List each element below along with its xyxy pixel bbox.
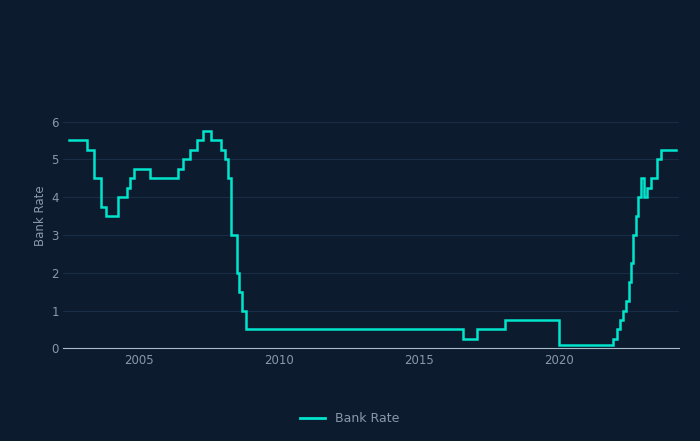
Legend: Bank Rate: Bank Rate — [295, 407, 405, 430]
Text: Official Bank Rate: Official Bank Rate — [7, 22, 204, 41]
Y-axis label: Bank Rate: Bank Rate — [34, 186, 47, 247]
